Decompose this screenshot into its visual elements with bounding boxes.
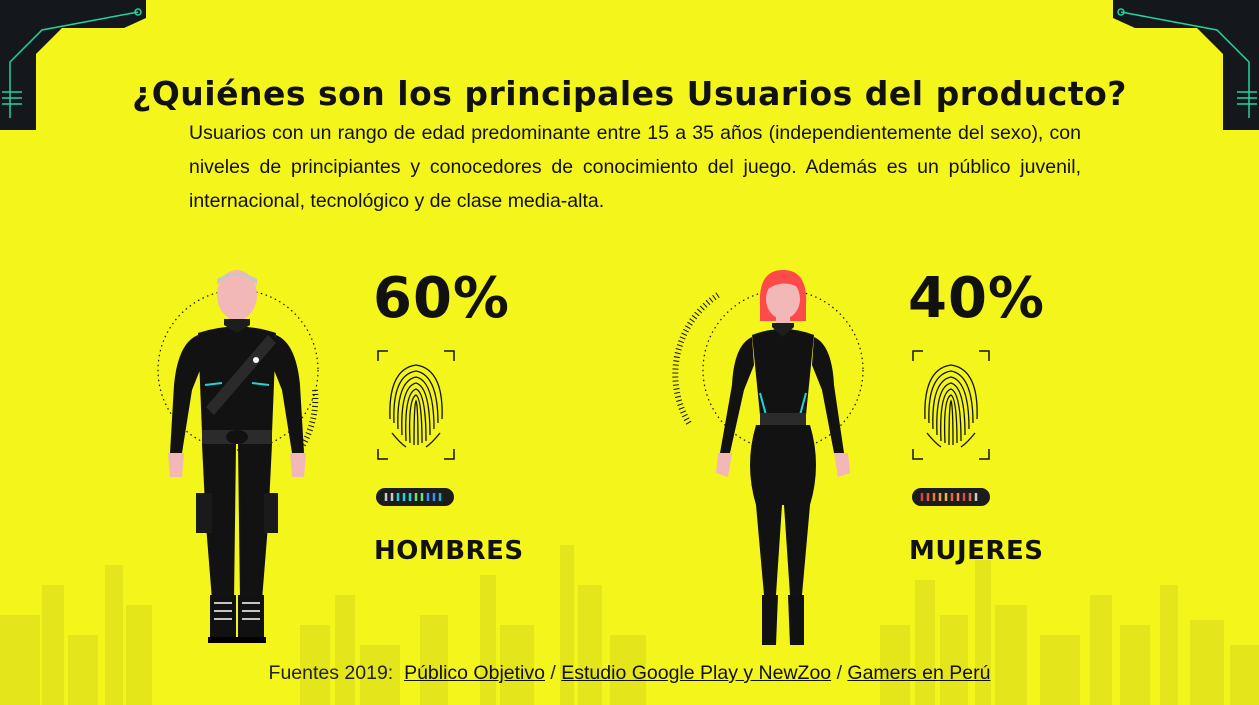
signal-meter-icon xyxy=(912,488,990,506)
corner-circuit-icon xyxy=(0,0,146,130)
source-link-gamers-peru[interactable]: Gamers en Perú xyxy=(847,662,991,684)
source-link-publico-objetivo[interactable]: Público Objetivo xyxy=(404,662,545,684)
men-percentage: 60% xyxy=(373,266,511,331)
sources-line: Fuentes 2019: Público Objetivo / Estudio… xyxy=(0,662,1259,685)
women-label: MUJERES xyxy=(909,536,1044,566)
women-percentage: 40% xyxy=(908,266,1046,331)
corner-circuit-icon xyxy=(1113,0,1259,130)
page-title: ¿Quiénes son los principales Usuarios de… xyxy=(132,74,1127,114)
description-text: Usuarios con un rango de edad predominan… xyxy=(189,122,1081,212)
fingerprint-icon xyxy=(377,350,455,460)
source-separator: / xyxy=(836,662,842,684)
source-link-google-play-newzoo[interactable]: Estudio Google Play y NewZoo xyxy=(561,662,832,684)
men-label: HOMBRES xyxy=(374,536,524,566)
woman-figure xyxy=(672,270,864,645)
city-skyline-background xyxy=(0,545,1259,705)
source-separator: / xyxy=(550,662,556,684)
man-figure xyxy=(157,270,319,643)
fingerprint-icon xyxy=(912,350,990,460)
signal-meter-icon xyxy=(376,488,454,506)
sources-prefix: Fuentes 2019: xyxy=(268,662,394,684)
